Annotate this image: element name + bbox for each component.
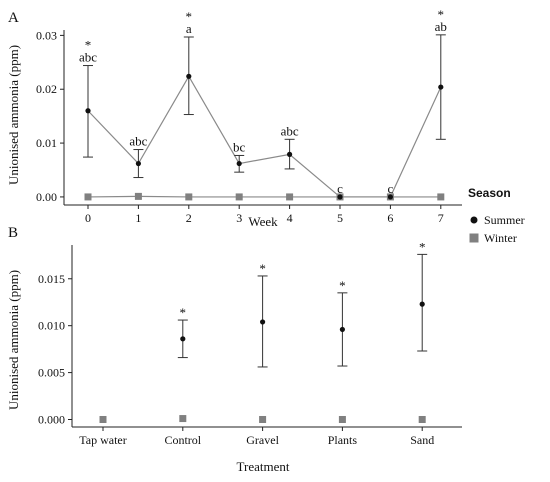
panel-b-summer-point — [180, 336, 186, 342]
panel-b-winter-point — [338, 415, 346, 423]
panel-a-y-axis-title: Unionised ammonia (ppm) — [6, 45, 21, 185]
panel-a-summer-line — [87, 75, 442, 198]
panel-a-x-tick-label: 1 — [135, 211, 141, 225]
panel-b-category-label: Control — [164, 433, 201, 447]
panel-b-category-label: Gravel — [246, 433, 279, 447]
panel-b-summer-point — [419, 301, 425, 307]
panel-b-significance-star: * — [259, 261, 266, 276]
panel-a-significance-star: * — [186, 9, 193, 24]
panel-a-y-tick-label: 0.03 — [36, 28, 57, 42]
panel-a-x-axis-title: Week — [248, 214, 278, 229]
panel-b-winter-point — [99, 415, 107, 423]
panel-a-x-tick-label: 7 — [438, 211, 444, 225]
panel-a-group-label: c — [388, 181, 394, 196]
panel-a-group-label: abc — [281, 123, 299, 138]
panel-b-significance-star: * — [339, 278, 346, 293]
legend-summer-marker — [470, 216, 478, 224]
panel-a-winter-point — [286, 193, 294, 201]
panel-a-group-label: abc — [79, 50, 97, 65]
panel-b-significance-star: * — [419, 239, 426, 254]
panel-a-letter: A — [8, 10, 19, 26]
panel-a-x-tick-label: 5 — [337, 211, 343, 225]
panel-a-winter-point — [84, 193, 92, 201]
panel-a-summer-point — [85, 108, 91, 114]
panel-a-summer-point — [186, 73, 192, 79]
panel-b-y-tick-label: 0.005 — [38, 366, 65, 380]
panel-b-winter-point — [259, 415, 267, 423]
panel-a-summer-point — [387, 194, 393, 200]
panel-b-winter-point — [418, 415, 426, 423]
panel-a-x-tick-label: 2 — [186, 211, 192, 225]
panel-a-x-tick-label: 6 — [387, 211, 393, 225]
panel-b-x-axis-title: Treatment — [237, 459, 290, 474]
panel-a-x-tick-label: 4 — [287, 211, 293, 225]
panel-a-group-label: ab — [435, 19, 447, 34]
panel-a-group-label: c — [337, 181, 343, 196]
panel-b-y-tick-label: 0.010 — [38, 319, 65, 333]
panel-b-significance-star: * — [180, 305, 187, 320]
panel-a-summer-point — [438, 84, 444, 90]
legend-winter-marker — [469, 233, 479, 243]
panel-b-winter-point — [179, 415, 187, 423]
legend: Season Summer Winter — [468, 186, 525, 245]
panel-b-y-tick-label: 0.000 — [38, 412, 65, 426]
legend-title: Season — [468, 186, 511, 200]
panel-b: B Unionised ammonia (ppm) Treatment Tap … — [6, 225, 462, 474]
panel-a-summer-point — [135, 160, 141, 167]
panel-a-y-tick-label: 0.00 — [36, 190, 57, 204]
panel-a-y-tick-label: 0.01 — [36, 136, 57, 150]
panel-a-significance-star: * — [438, 7, 445, 22]
panel-b-y-tick-label: 0.015 — [38, 272, 65, 286]
panel-a-summer-point — [337, 194, 343, 200]
panel-a-winter-point — [134, 192, 142, 200]
panel-a-significance-star: * — [85, 38, 92, 53]
panel-a-y-tick-label: 0.02 — [36, 82, 57, 96]
panel-b-summer-point — [339, 326, 345, 333]
legend-item-label: Winter — [484, 231, 517, 245]
panel-b-summer-point — [260, 319, 266, 325]
panel-a-winter-point — [437, 193, 445, 201]
panel-a-winter-point — [235, 193, 243, 201]
panel-a-x-tick-label: 3 — [236, 211, 242, 225]
panel-a-summer-point — [287, 151, 293, 157]
panel-a-group-label: a — [186, 21, 192, 36]
panel-a-winter-point — [185, 193, 193, 201]
panel-a-x-tick-label: 0 — [85, 211, 91, 225]
panel-b-category-label: Sand — [410, 433, 434, 447]
legend-item-label: Summer — [484, 213, 525, 227]
panel-a-summer-point — [236, 160, 242, 167]
panel-a-group-label: abc — [129, 134, 147, 149]
panel-b-y-axis-title: Unionised ammonia (ppm) — [6, 270, 21, 410]
panel-a-group-label: bc — [233, 139, 246, 154]
panel-b-category-label: Plants — [328, 433, 358, 447]
panel-b-letter: B — [8, 225, 18, 241]
panel-b-category-label: Tap water — [79, 433, 126, 447]
